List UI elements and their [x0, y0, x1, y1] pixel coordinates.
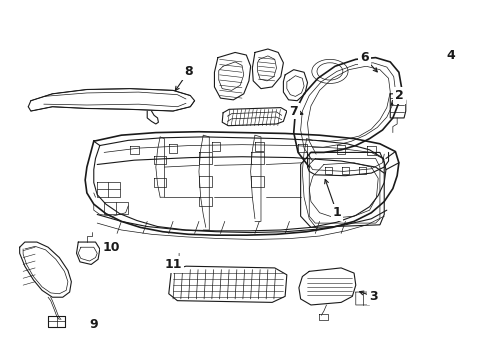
- Text: 4: 4: [446, 49, 455, 62]
- Text: 10: 10: [102, 241, 120, 254]
- Text: 7: 7: [290, 104, 298, 118]
- Text: 6: 6: [360, 51, 368, 64]
- Text: 8: 8: [184, 65, 193, 78]
- Text: 3: 3: [368, 290, 377, 303]
- Text: 11: 11: [164, 258, 182, 271]
- Text: 1: 1: [332, 206, 341, 219]
- Text: 2: 2: [395, 89, 404, 102]
- Text: 9: 9: [90, 318, 98, 331]
